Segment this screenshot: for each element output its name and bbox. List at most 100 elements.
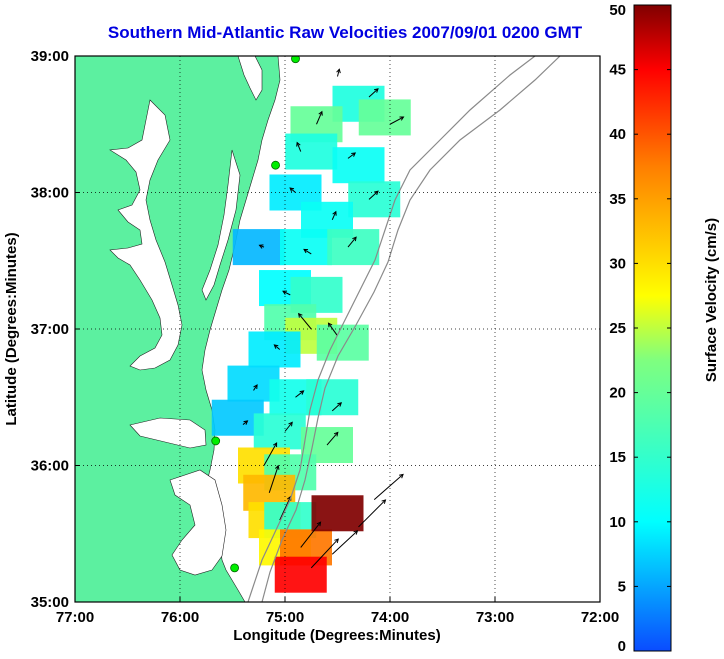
colorbar-tick-label: 40 [609,126,626,143]
velocity-cell [327,229,380,266]
velocity-vector-head [327,322,333,328]
velocity-vector-head [288,421,293,427]
velocity-vector [263,442,278,466]
colorbar-tick-label: 10 [609,514,626,531]
x-axis-label: Longitude (Degrees:Minutes) [233,627,441,644]
velocity-vector-head [299,390,305,395]
velocity-vector-head [399,473,404,479]
velocity-vector [289,187,296,193]
velocity-cell [280,229,332,266]
y-tick-label: 39:00 [31,48,69,65]
colorbar [633,4,672,652]
velocity-cell [285,133,338,170]
velocity-vector-head [333,431,339,437]
chesapeake-bay [109,99,183,371]
velocity-vector [373,474,404,501]
velocity-vector-head [273,344,279,349]
colorbar-tick-label: 15 [609,449,626,466]
velocity-vector-head [332,210,337,216]
chart-title: Southern Mid-Atlantic Raw Velocities 200… [108,23,583,42]
velocity-vector [347,236,357,248]
x-tick-label: 73:00 [476,609,514,626]
velocity-vector [274,344,281,350]
velocity-vector-head [243,420,249,425]
velocity-vector-head [253,384,258,390]
velocity-vector-head [318,110,323,116]
velocity-vector [296,142,302,152]
velocity-vector-head [399,116,405,121]
velocity-vector [298,313,312,330]
velocity-vector [389,116,404,125]
velocity-heat-layer [211,85,411,593]
velocity-vector-head [353,530,359,535]
velocity-cell [253,413,306,450]
velocity-vector [337,69,340,77]
colorbar-tick-label: 50 [609,2,626,19]
velocity-cell [232,229,285,266]
velocity-vector [347,152,356,159]
velocity-vector [331,211,337,221]
velocity-vector-head [297,312,303,318]
velocity-vector [358,499,386,528]
velocity-vector [310,538,339,569]
velocity-vector [303,249,312,255]
eastern-shore-water [201,149,241,301]
velocity-cell [274,556,327,593]
velocity-vector-head [334,538,339,544]
velocity-vector [368,190,379,200]
velocity-vector-head [303,248,309,254]
colorbar-tick-label: 5 [618,578,626,595]
bathymetry-contour-200m [247,56,536,602]
velocity-vector-head [274,464,280,470]
velocity-vector [282,290,291,296]
velocity-vector-head [258,244,264,249]
y-tick-label: 37:00 [31,321,69,338]
velocity-cell [332,147,385,184]
radar-station-marker [211,436,221,446]
pamlico-sound [169,469,227,576]
x-tick-label: 74:00 [371,609,409,626]
velocity-vector [268,465,279,493]
colorbar-ticks: 0 5 10 15 20 25 30 35 40 45 50 [609,2,671,655]
delaware-bay [237,56,263,101]
x-axis-ticks: 77:00 76:00 75:00 74:00 73:00 72:00 [56,597,619,626]
velocity-vector [331,530,358,555]
velocity-vector [326,432,339,446]
velocity-vector-head [381,499,387,504]
albemarle-sound [129,417,207,449]
velocity-cell [311,495,364,532]
y-axis-label: Latitude (Degrees:Minutes) [3,232,20,425]
colorbar-label: Surface Velocity (cm/s) [703,218,720,382]
radar-station-marker [271,160,280,170]
radar-station-marker [230,563,240,573]
y-tick-label: 38:00 [31,185,69,202]
bathymetry-contour-1000m [261,56,561,602]
velocity-vector-head [336,68,341,74]
velocity-vector-head [373,190,379,196]
velocity-vector-head [352,236,357,242]
grid-lines [75,56,600,602]
x-tick-label: 75:00 [266,609,304,626]
velocity-vector [295,390,304,398]
velocity-vector-head [296,141,301,147]
x-tick-label: 72:00 [581,609,619,626]
y-axis-ticks: 35:00 36:00 37:00 38:00 39:00 [31,48,80,611]
velocity-vector [253,384,258,391]
velocity-vector-head [272,442,278,448]
velocity-vector [284,422,293,432]
colorbar-tick-label: 30 [609,255,626,272]
velocity-vector [368,88,379,98]
radar-station-marker [291,56,300,64]
x-tick-label: 77:00 [56,609,94,626]
colorbar-tick-label: 20 [609,385,626,402]
velocity-vector-head [337,402,343,407]
velocity-vector [331,402,342,412]
velocity-vector [328,322,338,337]
y-tick-label: 35:00 [31,594,69,611]
velocity-cell [348,181,401,218]
colorbar-tick-label: 35 [609,191,626,208]
velocity-vector-head [282,290,288,295]
colorbar-tick-label: 25 [609,320,626,337]
velocity-vector-layer [242,68,405,569]
colorbar-tick-label: 45 [609,62,626,79]
